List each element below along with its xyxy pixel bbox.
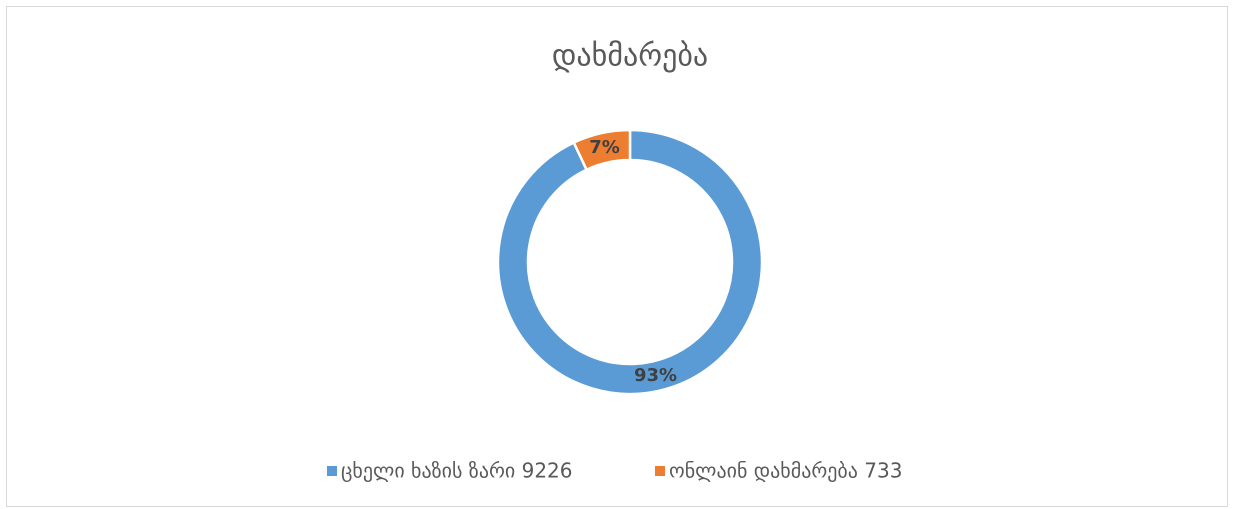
legend-label: ცხელი ხაზის ზარი 9226 xyxy=(341,459,573,483)
donut-segment xyxy=(572,128,632,172)
legend-swatch xyxy=(327,466,337,476)
donut-segment xyxy=(496,128,764,396)
chart-border xyxy=(6,6,1228,507)
legend-label: ონლაინ დახმარება 733 xyxy=(669,459,902,483)
chart-title: დახმარება xyxy=(552,39,708,74)
data-label: 7% xyxy=(589,137,620,158)
legend-swatch xyxy=(655,466,665,476)
data-label: 93% xyxy=(634,365,677,386)
